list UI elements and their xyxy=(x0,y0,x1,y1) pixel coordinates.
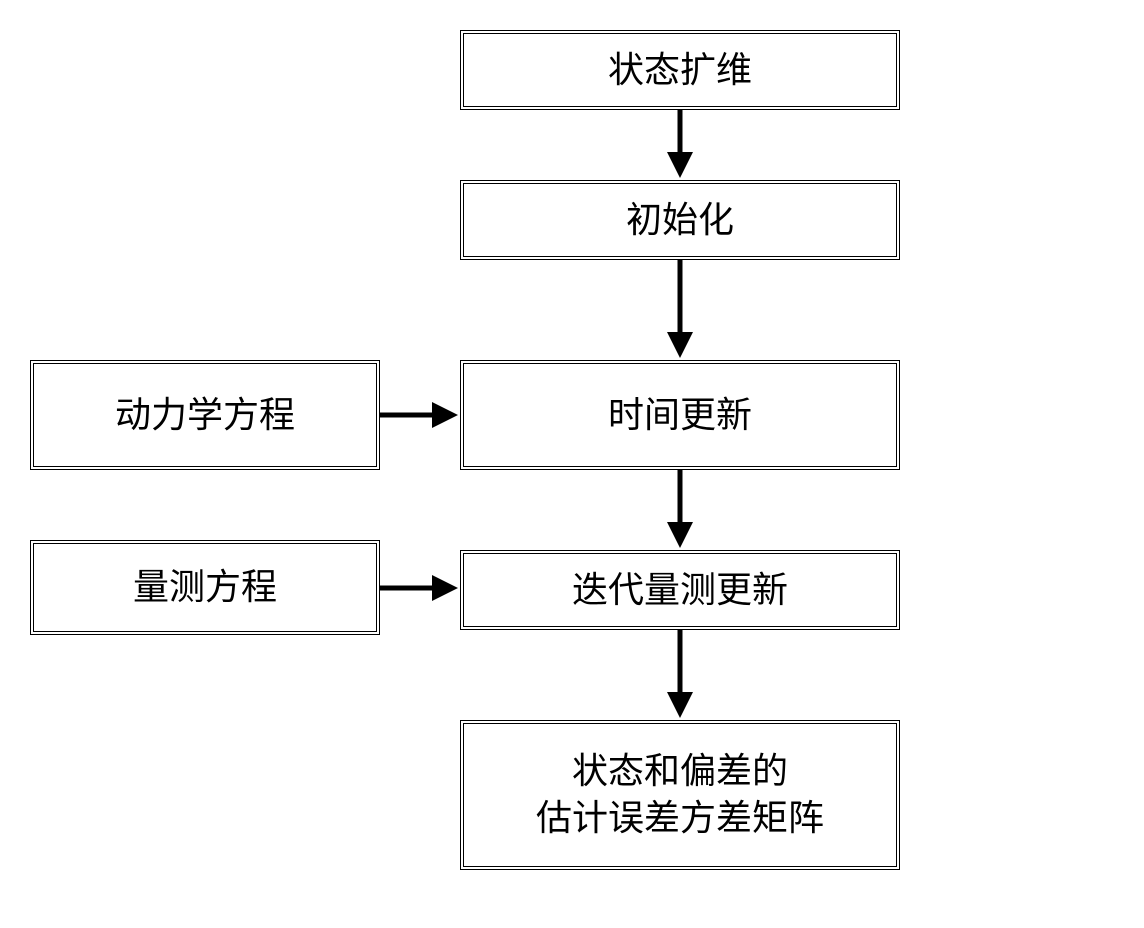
node-covariance-matrix: 状态和偏差的 估计误差方差矩阵 xyxy=(460,720,900,870)
node-initialize: 初始化 xyxy=(460,180,900,260)
arrow-right-icon xyxy=(380,573,460,603)
node-label: 状态和偏差的 估计误差方差矩阵 xyxy=(536,748,824,842)
node-state-extension: 状态扩维 xyxy=(460,30,900,110)
node-label: 迭代量测更新 xyxy=(572,567,788,614)
arrow-down-icon xyxy=(665,470,695,550)
arrow-down-icon xyxy=(665,630,695,720)
node-label: 状态扩维 xyxy=(608,47,752,94)
node-label: 动力学方程 xyxy=(115,392,295,439)
node-measurement-equation: 量测方程 xyxy=(30,540,380,635)
arrow-down-icon xyxy=(665,260,695,360)
arrow-right-icon xyxy=(380,400,460,430)
node-label: 初始化 xyxy=(626,197,734,244)
node-dynamics-equation: 动力学方程 xyxy=(30,360,380,470)
node-label: 量测方程 xyxy=(133,564,277,611)
node-time-update: 时间更新 xyxy=(460,360,900,470)
node-label: 时间更新 xyxy=(608,392,752,439)
flowchart-diagram: 状态扩维 初始化 时间更新 迭代量测更新 状态和偏差的 估计误差方差矩阵 动力学… xyxy=(0,0,1144,928)
node-measurement-update: 迭代量测更新 xyxy=(460,550,900,630)
arrow-down-icon xyxy=(665,110,695,180)
